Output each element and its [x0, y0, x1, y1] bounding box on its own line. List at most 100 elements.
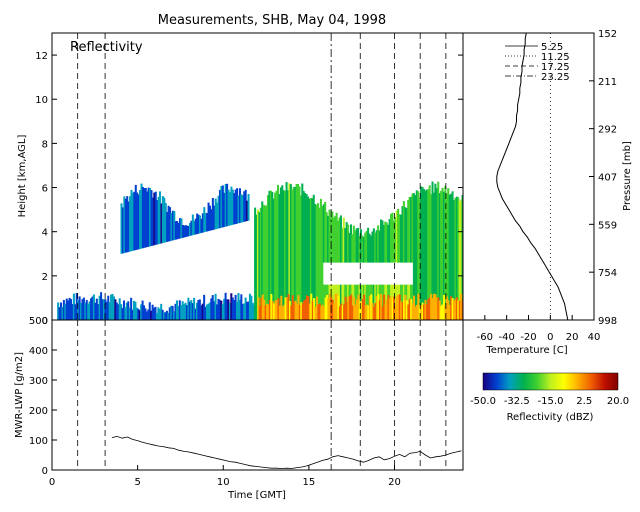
echo-strip	[226, 183, 229, 227]
y-tick-label: 300	[29, 376, 48, 387]
colorbar-ticks: -50.0 -32.5 -15.0 2.5 20.0	[470, 396, 629, 407]
echo-strip	[380, 293, 383, 320]
x-tick-label: 15	[303, 477, 316, 488]
echo-strip	[316, 296, 319, 320]
echo-strip	[228, 302, 231, 320]
echo-strip	[250, 295, 253, 320]
echo-strip	[298, 186, 301, 320]
echo-strip	[461, 195, 463, 320]
echo-strip	[307, 196, 310, 320]
echo-strip	[130, 189, 133, 252]
echo-strip	[161, 309, 164, 320]
echo-strip	[344, 228, 347, 263]
echo-strip	[171, 210, 174, 241]
echo-strip	[364, 284, 367, 320]
echo-strip	[165, 310, 168, 320]
echo-strip	[347, 296, 350, 320]
echo-strip	[159, 191, 162, 244]
echo-strip	[204, 213, 207, 232]
echo-strip	[365, 304, 368, 320]
y-tick-label: 6	[42, 184, 48, 195]
echo-strip	[120, 304, 123, 320]
echo-strip	[223, 192, 226, 227]
echo-strip	[237, 195, 240, 224]
echo-strip	[460, 293, 463, 320]
echo-strip	[387, 295, 390, 320]
echo-strip	[194, 308, 197, 320]
echo-strip	[368, 233, 371, 263]
echo-strip	[367, 227, 370, 263]
echo-strip	[153, 192, 156, 246]
echo-strip	[457, 197, 460, 320]
echo-strip	[140, 304, 143, 320]
echo-strip	[180, 218, 183, 239]
echo-strip	[230, 186, 233, 226]
echo-strip	[176, 221, 179, 240]
echo-strip	[154, 191, 157, 245]
echo-strip	[236, 188, 239, 224]
lwp-y-axis-label: MWR-LWP [g/m2]	[14, 352, 25, 438]
echo-strip	[355, 228, 358, 263]
echo-strip	[94, 302, 97, 320]
echo-strip	[418, 305, 421, 320]
echo-strip	[434, 294, 437, 320]
y-tick-label: 0	[42, 466, 48, 477]
echo-strip	[189, 222, 192, 236]
echo-strip	[270, 293, 273, 320]
echo-strip	[173, 211, 176, 241]
echo-strip	[388, 298, 391, 320]
echo-strip	[408, 298, 411, 320]
echo-strip	[367, 305, 370, 320]
echo-strip	[247, 194, 250, 221]
echo-strip	[231, 189, 234, 225]
echo-strip	[70, 299, 73, 320]
echo-strip	[115, 302, 118, 320]
y-tick-label: 200	[29, 406, 48, 417]
echo-strip	[246, 200, 249, 222]
echo-strip	[223, 298, 226, 320]
echo-strip	[274, 192, 277, 320]
echo-strip	[160, 203, 163, 244]
echo-strip	[275, 190, 278, 320]
echo-strip	[315, 204, 318, 320]
echo-strip	[361, 235, 364, 263]
echo-strip	[444, 305, 447, 320]
echo-strip	[324, 297, 327, 320]
echo-strip	[141, 187, 144, 249]
echo-strip	[335, 294, 339, 320]
echo-strip	[441, 187, 444, 320]
x-tick-label: 40	[588, 332, 601, 343]
echo-strip	[240, 194, 243, 223]
echo-strip	[437, 181, 440, 320]
y-tick-label: 10	[35, 95, 48, 106]
echo-strip	[274, 300, 277, 320]
lwp-frame	[51, 319, 464, 471]
echo-strip	[393, 296, 396, 320]
echo-strip	[438, 300, 441, 320]
echo-strip	[286, 296, 289, 320]
time-axis-label: Time [GMT]	[227, 490, 286, 501]
echo-strip	[114, 299, 117, 320]
echo-strip	[335, 212, 338, 263]
echo-strip	[430, 293, 433, 320]
echo-strip	[338, 284, 341, 320]
echo-strip	[59, 302, 63, 320]
echo-strip	[301, 183, 304, 320]
echo-strip	[402, 201, 405, 263]
echo-strip	[424, 190, 427, 320]
echo-strip	[120, 203, 123, 254]
echo-strip	[326, 295, 329, 320]
echo-strip	[78, 296, 81, 320]
echo-strip	[333, 303, 336, 320]
lwp-y-ticks: 0 100 200 300 400 500	[29, 316, 57, 477]
echo-strip	[136, 192, 139, 250]
pressure-tick-label: 998	[598, 316, 617, 327]
echo-strip	[358, 301, 361, 320]
echo-strip	[156, 200, 159, 245]
lwp-panel: 0 100 200 300 400 500 0 5 10 15 20 MWR-LWP [g/m2]…	[14, 316, 464, 501]
echo-strip	[331, 299, 334, 320]
echo-strip	[220, 300, 223, 320]
echo-strip	[397, 208, 400, 263]
echo-strip	[447, 188, 450, 320]
echo-strip	[362, 236, 365, 263]
